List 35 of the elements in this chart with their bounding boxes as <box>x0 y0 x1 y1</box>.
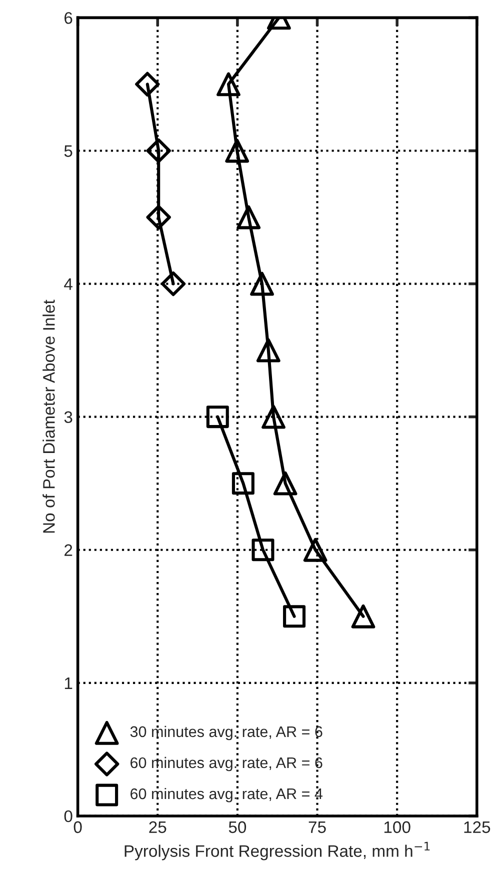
y-axis-title: No of Port Diameter Above Inlet <box>42 300 55 533</box>
point <box>225 138 250 163</box>
point <box>351 604 376 628</box>
point <box>206 406 229 428</box>
point <box>135 72 160 97</box>
legend-label: 30 minutes avg. rate, AR = 6 <box>130 726 322 740</box>
x-tick-label: 25 <box>149 821 166 834</box>
point <box>160 271 186 296</box>
point <box>146 204 171 230</box>
point <box>303 538 328 562</box>
x-tick-label: 0 <box>74 821 82 834</box>
x-tick-label: 50 <box>228 821 246 834</box>
x-tick-label: 125 <box>464 821 490 834</box>
point <box>273 471 298 496</box>
y-tick-label: 4 <box>64 278 72 290</box>
y-tick-label: 5 <box>64 145 72 157</box>
point <box>250 272 274 296</box>
y-tick-label: 3 <box>64 411 72 424</box>
x-tick-label: 75 <box>308 821 326 834</box>
y-tick-label: 6 <box>64 12 72 24</box>
point <box>232 472 254 495</box>
point <box>262 404 286 429</box>
point <box>256 338 280 362</box>
x-tick-label: 100 <box>384 821 410 834</box>
point <box>216 72 240 96</box>
legend-label: 60 minutes avg. rate, AR = 6 <box>130 756 322 772</box>
point <box>236 205 261 230</box>
x-axis-title: Pyrolysis Front Regression Rate, mm h$^{−1}$ <box>124 842 430 860</box>
point <box>252 538 274 562</box>
point <box>283 605 306 628</box>
point <box>146 138 171 164</box>
y-tick-label: 1 <box>64 678 72 689</box>
y-tick-label: 0 <box>64 810 72 822</box>
legend-label: 60 minutes avg. rate, AR = 4 <box>130 788 323 802</box>
y-tick-label: 2 <box>64 544 72 556</box>
